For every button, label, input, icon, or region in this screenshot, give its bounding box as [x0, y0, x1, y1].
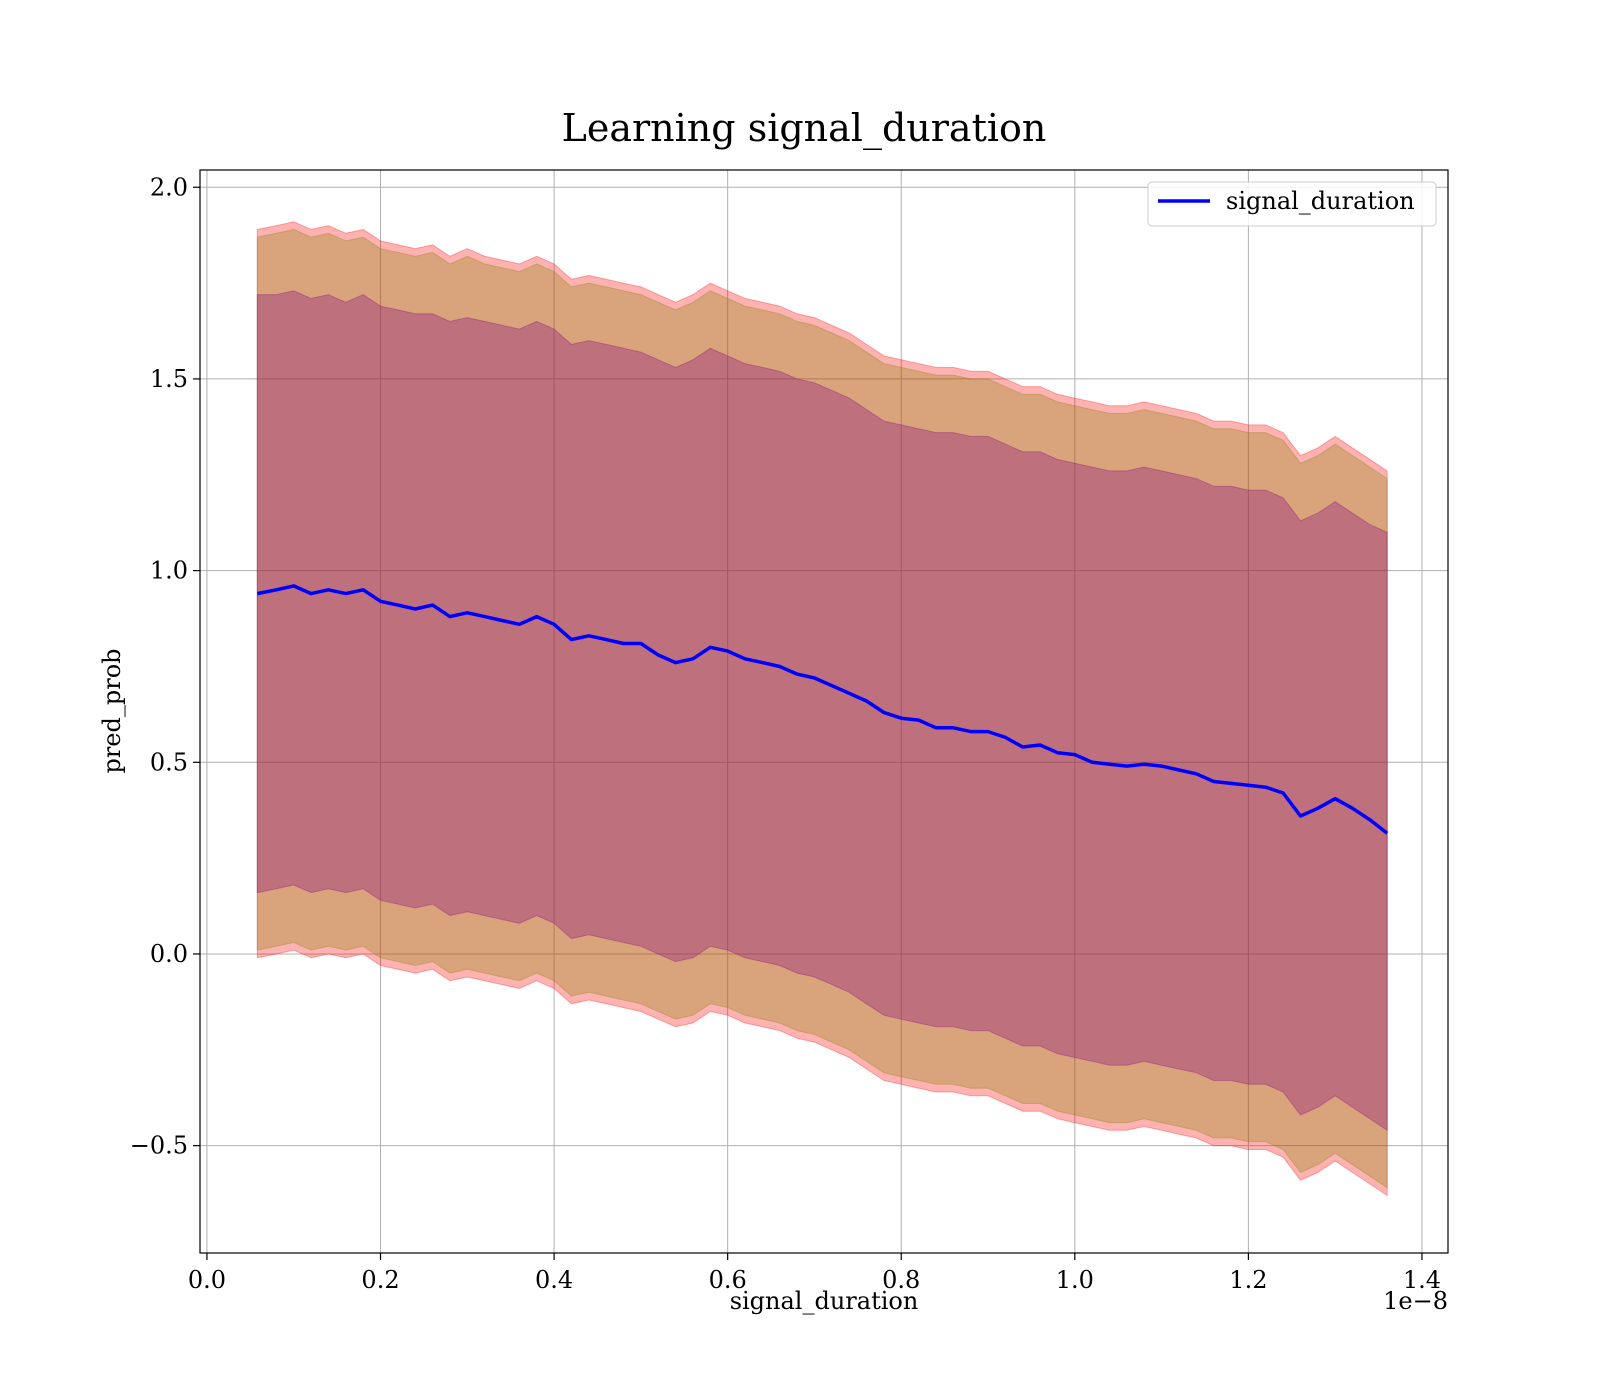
grid [200, 170, 1448, 1253]
series-lines [256, 584, 1389, 835]
confidence-band [256, 221, 1388, 1197]
x-tick-label: 1.2 [1229, 1266, 1267, 1294]
x-axis-ticks: 0.0 0.2 0.4 0.6 0.8 1.0 1.2 1.4 [188, 1253, 1441, 1294]
confidence-bands [256, 221, 1388, 1197]
x-tick-label: 0.2 [361, 1266, 399, 1294]
y-tick-label: 1.0 [150, 557, 188, 585]
x-tick-label: 0.6 [709, 1266, 747, 1294]
y-tick-label: 1.5 [150, 365, 188, 393]
y-tick-label: −0.5 [130, 1132, 188, 1160]
legend-label: signal_duration [1226, 187, 1415, 215]
y-tick-label: 0.5 [150, 748, 188, 776]
legend-box [1147, 181, 1437, 227]
y-axis-ticks: 2.0 1.5 1.0 0.5 0.0 −0.5 [130, 173, 200, 1160]
x-tick-label: 0.4 [535, 1266, 573, 1294]
confidence-band [256, 228, 1388, 1189]
legend: signal_duration [1147, 181, 1437, 227]
x-tick-label: 1.0 [1056, 1266, 1094, 1294]
x-tick-label: 0.0 [188, 1266, 226, 1294]
x-axis-offset-label: 1e−8 [1383, 1287, 1448, 1315]
y-axis-label: pred_prob [98, 648, 126, 773]
chart-title: Learning signal_duration [562, 106, 1047, 151]
confidence-band [256, 290, 1388, 1132]
x-axis-label: signal_duration [730, 1287, 919, 1315]
x-tick-label: 0.8 [882, 1266, 920, 1294]
series-line [256, 584, 1389, 835]
y-tick-label: 0.0 [150, 940, 188, 968]
plot-frame [199, 169, 1449, 1254]
x-tick-label: 1.4 [1403, 1266, 1441, 1294]
y-tick-label: 2.0 [150, 173, 188, 201]
